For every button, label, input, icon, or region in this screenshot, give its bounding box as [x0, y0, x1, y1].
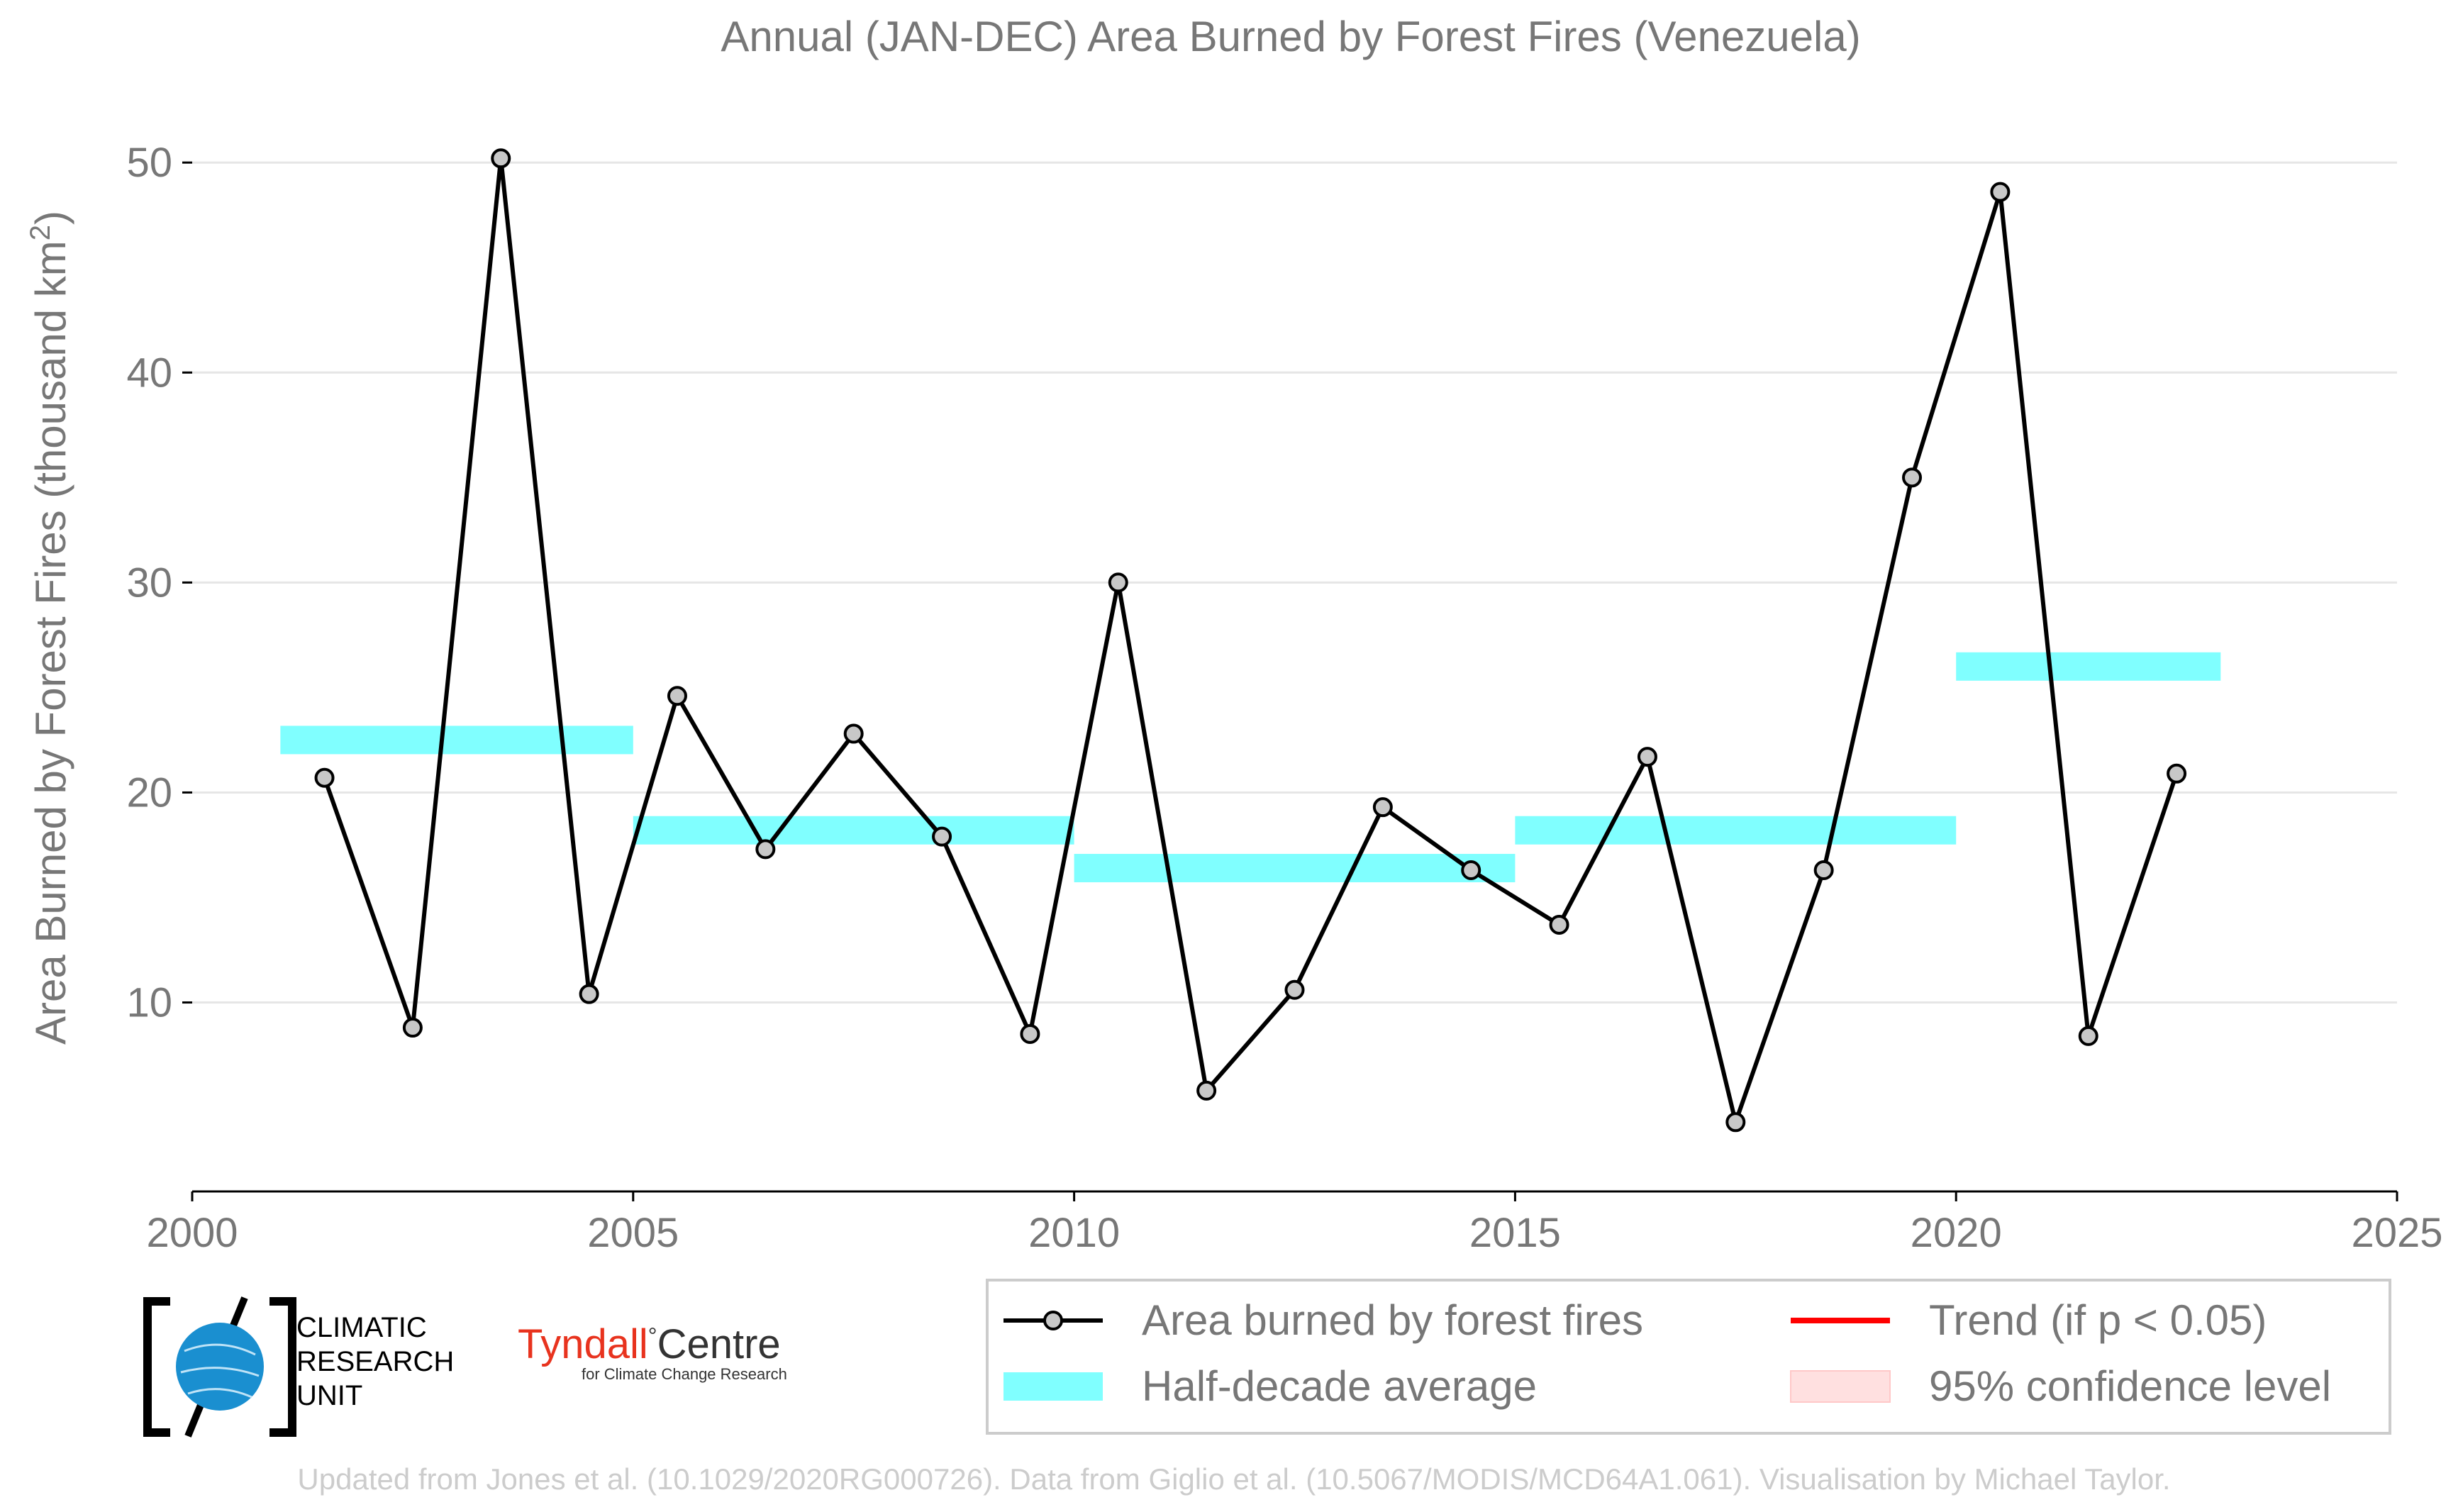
- legend-label-2: Half-decade average: [1142, 1362, 1537, 1410]
- cru-logo-text: CLIMATIC RESEARCH UNIT: [296, 1311, 454, 1413]
- tyndall-logo: Tyndall°Centre for Climate Change Resear…: [518, 1321, 787, 1384]
- half-decade-bar-2005: [633, 816, 1074, 845]
- data-point-2013.5: [1372, 797, 1393, 818]
- x-tick-label-2020: 2020: [1911, 1210, 2002, 1256]
- series-line: [322, 156, 2179, 1125]
- data-point-2002.5: [402, 1018, 423, 1038]
- cru-globe-icon: [143, 1296, 296, 1438]
- x-tick-label-2010: 2010: [1028, 1210, 1120, 1256]
- legend-swatch-confidence: [1790, 1370, 1891, 1403]
- x-tick-label-2000: 2000: [146, 1210, 238, 1256]
- x-tick-label-2025: 2025: [2351, 1210, 2442, 1256]
- footer-credits: Updated from Jones et al. (10.1029/2020R…: [297, 1462, 2170, 1496]
- data-point-2006.5: [755, 839, 776, 860]
- data-point-2008.5: [932, 826, 952, 847]
- data-point-2011.5: [1196, 1080, 1217, 1101]
- data-point-2021.5: [2078, 1025, 2098, 1046]
- data-point-2014.5: [1461, 860, 1481, 880]
- legend-label-0: Area burned by forest fires: [1142, 1296, 1643, 1344]
- half-decade-bar-2010: [1074, 854, 1516, 883]
- data-point-2010.5: [1108, 572, 1128, 593]
- legend-box: [986, 1279, 2391, 1435]
- half-decade-bar-2020: [1956, 652, 2221, 681]
- data-point-2016.5: [1637, 747, 1657, 767]
- chart-title: Annual (JAN-DEC) Area Burned by Forest F…: [721, 13, 1860, 60]
- data-point-2020.5: [1990, 182, 2011, 202]
- tyndall-subtitle: for Climate Change Research: [582, 1365, 787, 1383]
- x-tick-label-2015: 2015: [1469, 1210, 1561, 1256]
- legend-swatch-marker: [1043, 1311, 1063, 1330]
- data-point-2007.5: [843, 723, 864, 744]
- y-axis-label: Area Burned by Forest Fires (thousand km…: [25, 211, 74, 1045]
- half-decade-bar-2001: [280, 726, 633, 755]
- cru-line-3: UNIT: [296, 1380, 363, 1411]
- data-point-2015.5: [1549, 914, 1569, 935]
- data-point-2009.5: [1020, 1023, 1040, 1044]
- legend-swatch-band: [1003, 1372, 1103, 1401]
- data-point-2003.5: [491, 148, 511, 169]
- legend-label-3: 95% confidence level: [1929, 1362, 2331, 1410]
- legend-label-1: Trend (if p < 0.05): [1929, 1296, 2267, 1344]
- y-tick-label-30: 30: [126, 560, 172, 606]
- x-tick-label-2005: 2005: [587, 1210, 679, 1256]
- y-tick-label-40: 40: [126, 350, 172, 396]
- data-point-2018.5: [1813, 860, 1834, 880]
- data-point-2022.5: [2167, 763, 2187, 784]
- data-point-2005.5: [667, 686, 687, 706]
- y-tick-label-10: 10: [126, 980, 172, 1026]
- half-decade-bar-2015: [1515, 816, 1957, 845]
- cru-line-1: CLIMATIC: [296, 1312, 427, 1343]
- data-point-2019.5: [1902, 467, 1923, 488]
- data-point-2012.5: [1284, 979, 1305, 1000]
- y-tick-label-20: 20: [126, 769, 172, 816]
- data-point-2004.5: [579, 984, 599, 1004]
- cru-line-2: RESEARCH: [296, 1346, 455, 1377]
- y-tick-label-50: 50: [126, 140, 172, 186]
- tyndall-name: Tyndall°Centre: [518, 1321, 781, 1367]
- data-point-2017.5: [1725, 1112, 1746, 1133]
- data-point-2001.5: [314, 767, 335, 788]
